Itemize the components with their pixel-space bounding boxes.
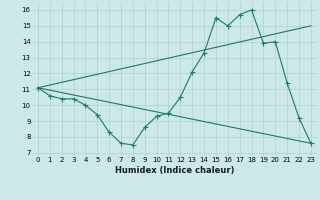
X-axis label: Humidex (Indice chaleur): Humidex (Indice chaleur) [115,166,234,175]
